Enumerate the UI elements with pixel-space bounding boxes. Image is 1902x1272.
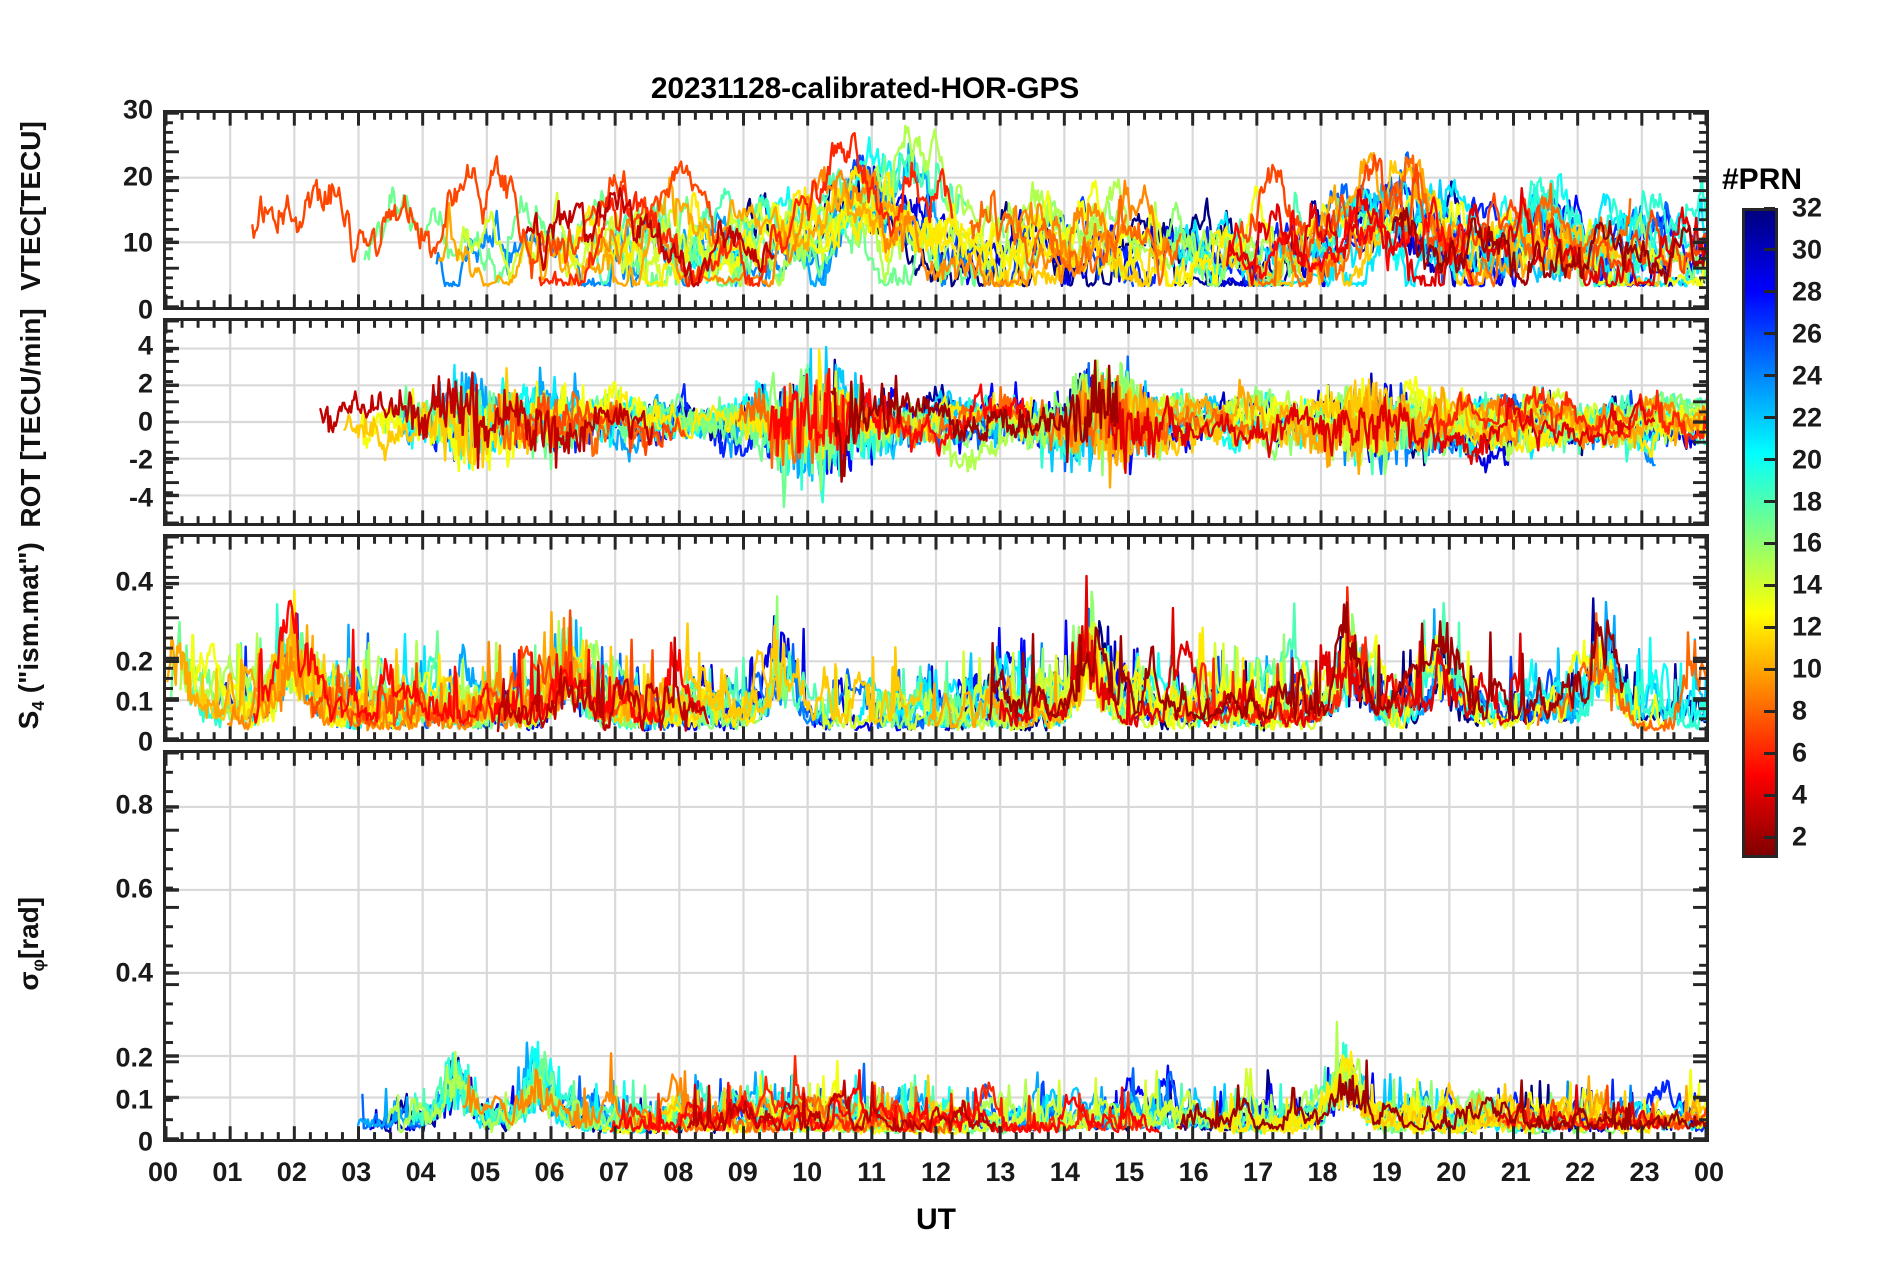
colorbar-tick-mark [1764,541,1775,545]
data-traces [251,124,1706,288]
x-tick-label: 20 [1436,1157,1467,1187]
x-tick-label: 15 [1114,1157,1145,1187]
colorbar-tick-mark [1764,835,1775,839]
y-tick-label-sigmaphi: 0.2 [115,1042,153,1073]
x-tick-label: 00 [147,1157,179,1187]
y-tick-label-s4: 0.4 [115,566,153,597]
colorbar-tick-label: 14 [1792,569,1823,600]
colorbar-tick-mark [1764,583,1775,587]
colorbar-tick-label: 24 [1792,360,1823,391]
y-tick-label-rot: 2 [137,368,153,399]
figure-title: 20231128-calibrated-HOR-GPS [650,72,1080,105]
x-tick-label: 05 [470,1157,501,1187]
x-tick-label: 02 [276,1157,307,1187]
tick-marks [166,113,1706,307]
colorbar-tick-label: 32 [1792,192,1823,223]
colorbar-tick-label: 10 [1792,653,1823,684]
colorbar-tick-label: 8 [1792,695,1808,726]
colorbar-tick-label: 16 [1792,527,1823,558]
panel-sigmaphi [163,750,1709,1142]
y-axis-label-sigmaphi: σφ[rad] [13,896,48,991]
x-tick-label: 08 [663,1157,694,1187]
colorbar-tick-label: 30 [1792,234,1823,265]
x-tick-label: 09 [727,1157,758,1187]
panel-vtec [163,110,1709,310]
colorbar-tick-label: 2 [1792,821,1808,852]
y-tick-label-rot: 0 [137,406,153,437]
x-tick-label: 14 [1049,1157,1080,1187]
colorbar-tick-mark [1764,458,1775,462]
x-tick-label: 01 [212,1157,243,1187]
colorbar-tick-label: 28 [1792,276,1823,307]
panel-s4 [163,534,1709,742]
y-tick-label-sigmaphi: 0.4 [115,957,153,988]
y-tick-label-rot: -2 [128,444,153,475]
colorbar-tick-label: 20 [1792,444,1823,475]
x-axis-label: UT [916,1203,956,1236]
y-tick-label-sigmaphi: 0.6 [115,873,153,904]
x-tick-label: 04 [405,1157,436,1187]
colorbar-tick-mark [1764,667,1775,671]
y-tick-label-vtec: 30 [122,94,153,125]
x-tick-label: 10 [792,1157,823,1187]
colorbar-tick-label: 18 [1792,486,1823,517]
panel-rot [163,318,1709,526]
colorbar-tick-mark [1764,416,1775,420]
x-tick-label: 22 [1565,1157,1596,1187]
x-tick-label: 03 [341,1157,372,1187]
y-tick-label-rot: -4 [128,482,153,513]
colorbar-tick-mark [1764,332,1775,336]
x-tick-label: 11 [857,1157,886,1187]
colorbar-tick-mark [1764,500,1775,504]
y-tick-label-vtec: 20 [122,161,153,192]
y-tick-label-sigmaphi: 0.1 [115,1084,153,1115]
tick-marks [166,537,1706,739]
x-tick-label: 06 [534,1157,565,1187]
colorbar-title: #PRN [1722,163,1803,196]
y-tick-label-vtec: 0 [137,294,153,325]
colorbar [1742,208,1778,858]
y-tick-label-sigmaphi: 0 [137,1126,153,1157]
x-tick-label: 12 [920,1157,952,1187]
colorbar-tick-mark [1764,206,1775,210]
data-traces [166,574,1706,733]
y-tick-label-sigmaphi: 0.8 [115,789,153,820]
colorbar-tick-label: 22 [1792,402,1823,433]
data-traces [319,345,1706,509]
x-tick-label: 00 [1693,1157,1725,1187]
colorbar-tick-mark [1764,709,1775,713]
x-tick-label: 13 [985,1157,1016,1187]
tick-marks [166,321,1706,523]
colorbar-tick-mark [1764,248,1775,252]
tick-marks [166,753,1706,1139]
colorbar-tick-mark [1764,625,1775,629]
y-tick-label-rot: 4 [137,330,153,361]
y-tick-label-vtec: 10 [122,227,153,258]
data-traces [356,1020,1706,1135]
x-tick-label: 16 [1178,1157,1209,1187]
y-tick-label-s4: 0.1 [115,686,153,717]
gridlines [166,753,1706,1139]
x-tick-label: 18 [1307,1157,1338,1187]
x-tick-label: 21 [1500,1157,1531,1187]
x-tick-label: 07 [598,1157,629,1187]
colorbar-tick-mark [1764,793,1775,797]
colorbar-tick-mark [1764,751,1775,755]
colorbar-tick-mark [1764,290,1775,294]
colorbar-tick-label: 6 [1792,737,1808,768]
colorbar-tick-mark [1764,374,1775,378]
y-tick-label-s4: 0.2 [115,646,153,677]
x-tick-label: 17 [1243,1157,1274,1187]
colorbar-gradient [1745,211,1775,855]
x-tick-label: 19 [1371,1157,1402,1187]
y-tick-label-s4: 0 [137,726,153,757]
colorbar-tick-label: 4 [1792,779,1808,810]
colorbar-tick-label: 12 [1792,611,1823,642]
x-tick-label: 23 [1629,1157,1660,1187]
colorbar-tick-label: 26 [1792,318,1823,349]
